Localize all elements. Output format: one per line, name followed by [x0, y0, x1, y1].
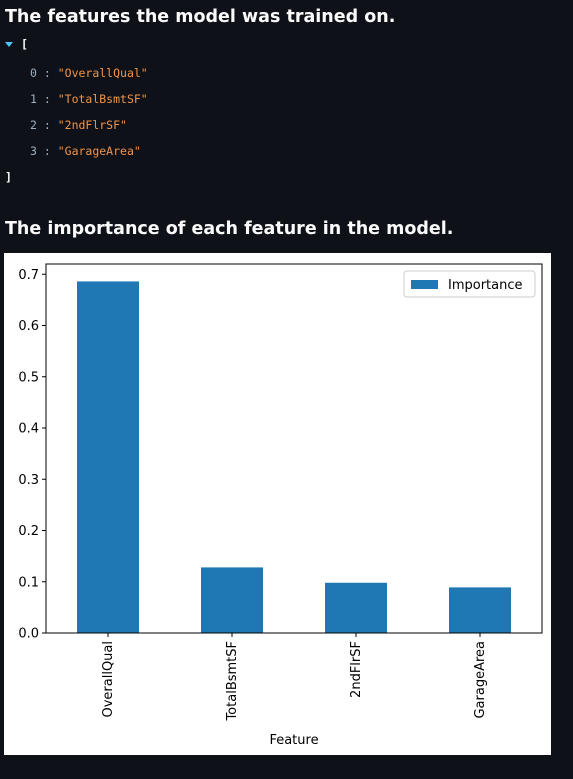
y-tick-label: 0.0	[18, 627, 39, 642]
x-tick-label: TotalBsmtSF	[225, 641, 240, 722]
collapse-caret-icon[interactable]	[5, 42, 13, 47]
json-viewer: [ 0 : "OverallQual" 1 : "TotalBsmtSF" 2 …	[0, 36, 573, 186]
bar	[77, 281, 139, 633]
json-close-bracket: ]	[5, 170, 12, 184]
json-item-value: "TotalBsmtSF"	[57, 92, 148, 106]
legend: Importance	[403, 270, 536, 298]
bar	[325, 582, 387, 633]
y-tick-label: 0.2	[18, 524, 39, 539]
x-tick-label: OverallQual	[101, 641, 116, 718]
json-item-value: "OverallQual"	[57, 66, 148, 80]
x-axis-label: Feature	[269, 733, 318, 748]
y-tick-label: 0.6	[18, 319, 39, 334]
y-tick-label: 0.5	[18, 370, 39, 385]
bar	[201, 567, 263, 633]
json-open-bracket: [	[21, 37, 28, 51]
json-item: 2 : "2ndFlrSF"	[30, 118, 127, 132]
legend-label: Importance	[448, 278, 523, 293]
y-tick-label: 0.7	[18, 268, 39, 283]
json-item-index: 3	[30, 144, 37, 158]
features-heading: The features the model was trained on.	[5, 7, 396, 27]
json-item-index: 0	[30, 66, 37, 80]
bars	[77, 281, 511, 633]
json-item-index: 1	[30, 92, 37, 106]
json-item: 0 : "OverallQual"	[30, 66, 148, 80]
chart-svg: 0.0 0.1 0.2 0.3 0.4 0.5 0.6 0.7 OverallQual Tota…	[18, 263, 543, 748]
feature-importance-chart: 0.0 0.1 0.2 0.3 0.4 0.5 0.6 0.7 OverallQual Tota…	[4, 253, 551, 755]
legend-swatch	[411, 280, 438, 289]
x-tick-label: GarageArea	[473, 641, 488, 719]
bar	[449, 587, 511, 633]
y-tick-label: 0.1	[18, 575, 39, 590]
importance-heading: The importance of each feature in the mo…	[5, 219, 454, 239]
json-item-index: 2	[30, 118, 37, 132]
y-tick-label: 0.4	[18, 422, 39, 437]
x-tick-label: 2ndFlrSF	[349, 641, 364, 698]
plot-frame	[45, 263, 543, 634]
y-axis: 0.0 0.1 0.2 0.3 0.4 0.5 0.6 0.7	[18, 268, 46, 642]
json-item-value: "2ndFlrSF"	[57, 118, 127, 132]
legend-box	[403, 270, 536, 298]
y-tick-label: 0.3	[18, 473, 39, 488]
x-axis: OverallQual TotalBsmtSF 2ndFlrSF GarageArea	[101, 633, 488, 722]
json-item: 3 : "GarageArea"	[30, 144, 141, 158]
json-item: 1 : "TotalBsmtSF"	[30, 92, 148, 106]
json-item-value: "GarageArea"	[57, 144, 141, 158]
